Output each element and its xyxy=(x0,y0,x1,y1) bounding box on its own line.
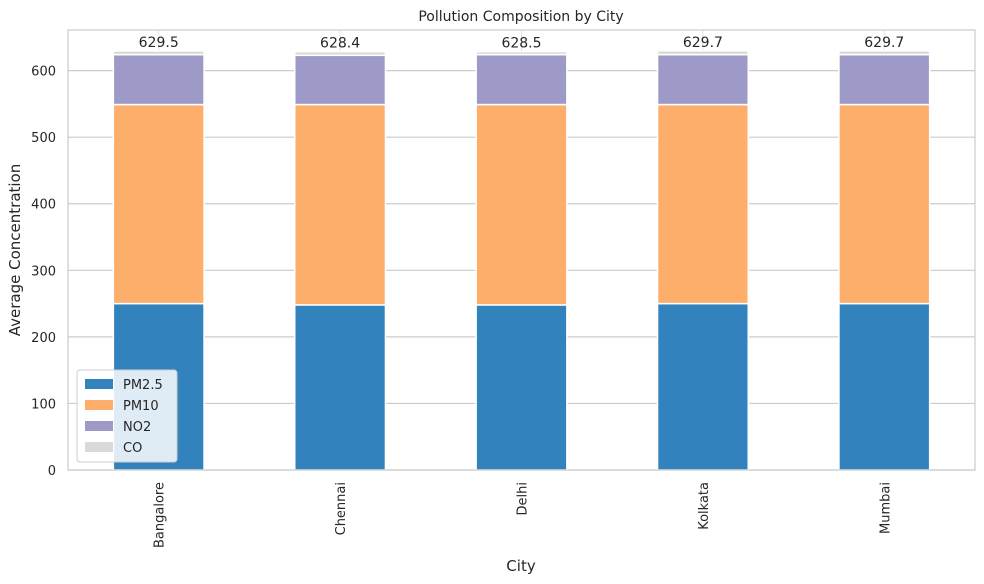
bar-segment-co-mumbai xyxy=(838,50,931,56)
bar-segment-pm25-chennai xyxy=(294,304,387,471)
bar-segment-pm10-delhi xyxy=(475,103,568,306)
x-tick-label: Chennai xyxy=(334,482,349,535)
total-label: 629.5 xyxy=(139,35,179,51)
bar-segment-pm10-chennai xyxy=(294,103,387,306)
bar-segment-pm10-bangalore xyxy=(112,103,205,305)
bars-group xyxy=(112,50,931,471)
y-tick-label: 500 xyxy=(31,131,56,146)
legend-label: NO2 xyxy=(123,420,151,435)
total-label: 628.4 xyxy=(320,36,360,52)
x-tick-label: Delhi xyxy=(516,482,531,515)
bar-segment-pm25-mumbai xyxy=(838,302,931,471)
bar-segment-pm25-kolkata xyxy=(656,302,749,471)
bar-segment-co-chennai xyxy=(294,50,387,57)
y-tick-label: 300 xyxy=(31,264,56,279)
legend-swatch xyxy=(85,442,113,452)
bar-segment-no2-kolkata xyxy=(656,53,749,106)
legend: PM2.5 PM10 NO2 CO xyxy=(76,369,178,463)
bar-segment-pm25-delhi xyxy=(475,304,568,471)
y-tick-label: 100 xyxy=(31,397,56,412)
bar-segment-co-kolkata xyxy=(656,50,749,56)
legend-label: CO xyxy=(123,441,142,456)
bar-segment-co-delhi xyxy=(475,50,568,56)
total-label: 628.5 xyxy=(501,36,541,52)
legend-swatch xyxy=(85,421,113,431)
legend-label: PM10 xyxy=(123,399,159,414)
legend-swatch xyxy=(85,379,113,389)
legend-box xyxy=(76,369,178,463)
x-tick-label: Kolkata xyxy=(697,482,712,530)
y-tick-label: 400 xyxy=(31,198,56,213)
bar-segment-no2-delhi xyxy=(475,53,568,106)
y-tick-label: 600 xyxy=(31,65,56,80)
bar-segment-pm10-kolkata xyxy=(656,103,749,305)
bar-segment-no2-mumbai xyxy=(838,53,931,106)
x-tick-label: Bangalore xyxy=(153,482,168,548)
plot-frame xyxy=(67,29,976,471)
x-tick-label: Mumbai xyxy=(878,482,893,534)
total-label: 629.7 xyxy=(864,35,904,51)
chart-title: Pollution Composition by City xyxy=(418,9,623,25)
y-tick-labels: 0 100 200 300 400 500 600 xyxy=(31,65,56,479)
bar-segment-co-bangalore xyxy=(112,50,205,56)
bar-segment-no2-bangalore xyxy=(112,53,205,106)
x-axis-title: City xyxy=(506,557,536,575)
x-tick-labels: Bangalore Chennai Delhi Kolkata Mumbai xyxy=(153,482,894,548)
total-label: 629.7 xyxy=(683,35,723,51)
legend-swatch xyxy=(85,400,113,410)
y-tick-label: 0 xyxy=(48,464,56,479)
total-labels: 629.5 628.4 628.5 629.7 629.7 xyxy=(139,35,905,52)
y-tick-label: 200 xyxy=(31,331,56,346)
legend-label: PM2.5 xyxy=(123,378,163,393)
bar-segment-pm10-mumbai xyxy=(838,103,931,305)
y-axis-title: Average Concentration xyxy=(6,164,24,336)
bar-segment-no2-chennai xyxy=(294,54,387,106)
